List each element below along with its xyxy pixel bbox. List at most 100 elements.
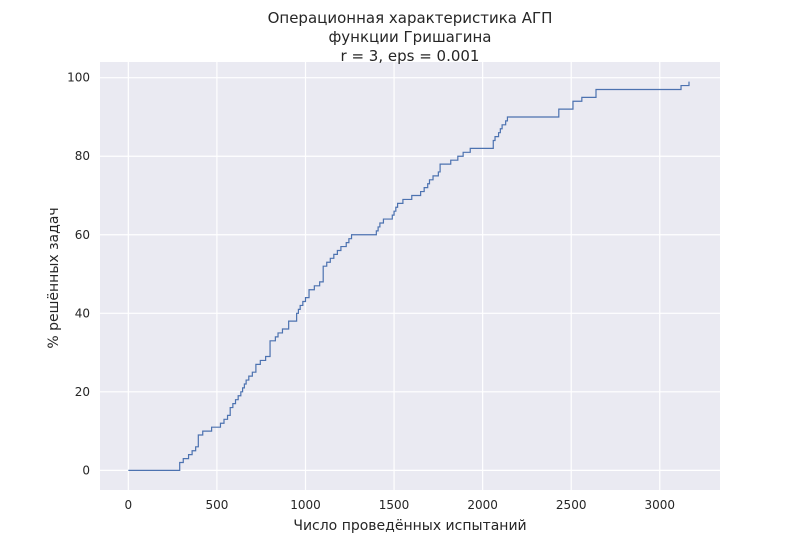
- data-point: [192, 450, 193, 451]
- data-point: [319, 281, 320, 282]
- x-tick-label: 500: [205, 498, 228, 512]
- data-point: [427, 183, 428, 184]
- data-point: [330, 258, 331, 259]
- data-point: [128, 470, 129, 471]
- data-point: [238, 395, 239, 396]
- data-point: [277, 332, 278, 333]
- data-point: [494, 136, 495, 137]
- data-point: [298, 309, 299, 310]
- chart-title-line-3: r = 3, eps = 0.001: [341, 47, 480, 65]
- data-point: [572, 101, 573, 102]
- data-point: [275, 336, 276, 337]
- data-point: [235, 399, 236, 400]
- data-point: [424, 187, 425, 188]
- data-point: [432, 175, 433, 176]
- data-point: [348, 238, 349, 239]
- data-point: [183, 458, 184, 459]
- data-point: [457, 156, 458, 157]
- x-tick-label: 1500: [379, 498, 410, 512]
- data-point: [305, 297, 306, 298]
- data-point: [269, 340, 270, 341]
- data-point: [383, 218, 384, 219]
- data-point: [198, 434, 199, 435]
- data-point: [411, 195, 412, 196]
- data-point: [340, 246, 341, 247]
- y-tick-label: 100: [67, 71, 90, 85]
- series-layer: [128, 81, 690, 471]
- data-point: [240, 391, 241, 392]
- data-point: [595, 89, 596, 90]
- data-point: [680, 85, 681, 86]
- data-point: [438, 171, 439, 172]
- data-point: [440, 163, 441, 164]
- data-point: [255, 364, 256, 365]
- data-point: [505, 120, 506, 121]
- data-point: [498, 132, 499, 133]
- data-point: [323, 266, 324, 267]
- x-tick-label: 2500: [556, 498, 587, 512]
- data-point: [244, 383, 245, 384]
- data-point: [223, 419, 224, 420]
- data-point: [211, 427, 212, 428]
- data-point: [397, 203, 398, 204]
- series-line: [128, 81, 690, 471]
- data-point: [314, 285, 315, 286]
- data-point: [337, 250, 338, 251]
- data-point: [242, 387, 243, 388]
- data-point: [500, 128, 501, 129]
- data-point: [493, 140, 494, 141]
- y-tick-label: 80: [75, 149, 90, 163]
- data-point: [470, 148, 471, 149]
- data-point: [346, 242, 347, 243]
- data-point: [296, 313, 297, 314]
- data-point: [379, 222, 380, 223]
- data-point: [308, 289, 309, 290]
- data-point: [378, 226, 379, 227]
- y-tick-label: 0: [82, 463, 90, 477]
- x-tick-label: 0: [125, 498, 133, 512]
- data-point: [333, 254, 334, 255]
- plot-area: [100, 62, 720, 490]
- data-point: [220, 423, 221, 424]
- data-point: [581, 97, 582, 98]
- x-tick-label: 2000: [467, 498, 498, 512]
- data-point: [265, 356, 266, 357]
- data-point: [395, 207, 396, 208]
- chart-title-line-2: функции Гришагина: [328, 28, 491, 46]
- y-tick-label: 20: [75, 385, 90, 399]
- data-point: [195, 446, 196, 447]
- data-point: [507, 116, 508, 117]
- data-point: [232, 403, 233, 404]
- data-point: [558, 109, 559, 110]
- data-point: [429, 179, 430, 180]
- data-point: [179, 462, 180, 463]
- y-tick-label: 60: [75, 228, 90, 242]
- data-point: [326, 262, 327, 263]
- x-tick-label: 1000: [290, 498, 321, 512]
- chart-title-line-1: Операционная характеристика АГП: [268, 9, 553, 27]
- data-point: [463, 152, 464, 153]
- data-point: [502, 124, 503, 125]
- data-point: [376, 230, 377, 231]
- data-point: [351, 234, 352, 235]
- data-point: [202, 431, 203, 432]
- data-point: [248, 376, 249, 377]
- data-point: [420, 191, 421, 192]
- grid: [100, 62, 720, 490]
- data-point: [450, 160, 451, 161]
- x-tick-label: 3000: [644, 498, 675, 512]
- data-point: [300, 305, 301, 306]
- data-point: [230, 407, 231, 408]
- x-axis-label: Число проведённых испытаний: [293, 518, 526, 534]
- data-point: [282, 328, 283, 329]
- data-point: [402, 199, 403, 200]
- data-point: [260, 360, 261, 361]
- data-point: [688, 81, 689, 82]
- y-axis-label: % решённых задач: [46, 207, 62, 348]
- data-point: [188, 454, 189, 455]
- data-point: [393, 211, 394, 212]
- data-point: [288, 321, 289, 322]
- data-point: [302, 301, 303, 302]
- tick-labels: 0 500 1000 1500 2000 2500 3000 0 20 40 60 80 100: [67, 71, 675, 512]
